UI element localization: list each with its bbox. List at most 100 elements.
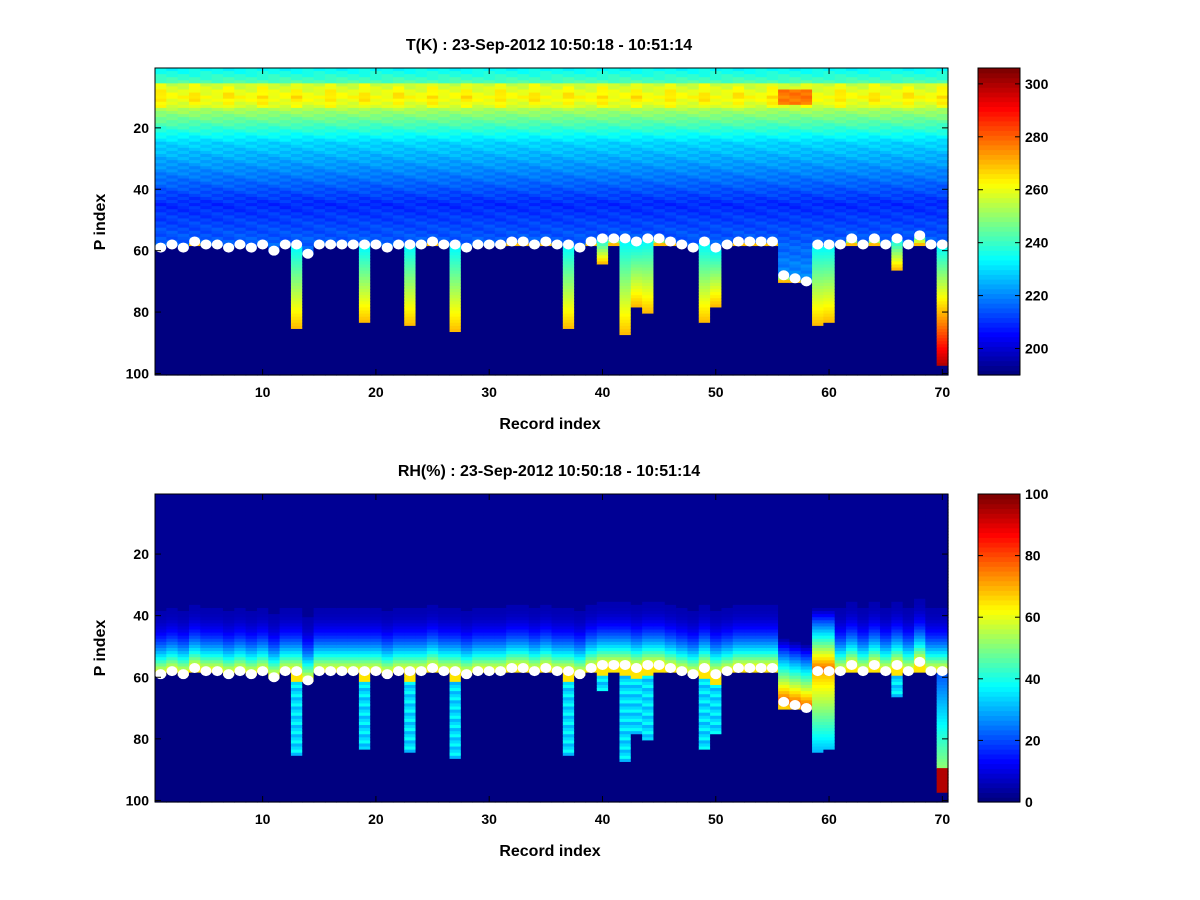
heatmap-cell xyxy=(528,187,541,192)
heatmap-cell xyxy=(234,196,247,201)
heatmap-cell xyxy=(528,224,541,229)
heatmap-cell xyxy=(347,203,360,207)
heatmap-cell xyxy=(234,276,247,281)
heatmap-cell xyxy=(528,362,541,367)
heatmap-cell xyxy=(256,172,269,177)
heatmap-cell xyxy=(347,86,360,91)
heatmap-cell xyxy=(302,313,315,318)
heatmap-cell xyxy=(517,163,530,167)
heatmap-cell xyxy=(358,129,371,134)
heatmap-cell xyxy=(188,353,201,358)
heatmap-cell xyxy=(426,203,439,207)
heatmap-cell xyxy=(336,261,349,266)
heatmap-cell xyxy=(211,71,224,75)
heatmap-cell xyxy=(449,172,462,177)
heatmap-cell xyxy=(324,270,337,275)
heatmap-cell xyxy=(426,104,439,109)
heatmap-cell xyxy=(551,98,564,103)
heatmap-cell xyxy=(562,153,575,158)
heatmap-cell xyxy=(381,353,394,358)
heatmap-cell xyxy=(290,144,303,149)
heatmap-cell xyxy=(324,292,337,296)
heatmap-cell xyxy=(268,169,281,173)
heatmap-cell xyxy=(268,190,281,195)
heatmap-cell xyxy=(585,230,598,235)
heatmap-cell xyxy=(460,264,473,269)
heatmap-cell xyxy=(155,307,167,312)
heatmap-cell xyxy=(551,273,564,278)
heatmap-cell xyxy=(336,169,349,173)
heatmap-cell xyxy=(404,169,417,173)
heatmap-cell xyxy=(472,212,485,216)
heatmap-cell xyxy=(245,264,258,269)
heatmap-cell xyxy=(483,362,496,367)
heatmap-cell xyxy=(347,101,360,106)
heatmap-cell xyxy=(177,350,190,355)
heatmap-cell xyxy=(381,169,394,173)
heatmap-cell xyxy=(551,129,564,134)
heatmap-cell xyxy=(234,332,247,336)
heatmap-cell xyxy=(245,289,258,293)
heatmap-cell xyxy=(222,371,235,376)
heatmap-cell xyxy=(449,282,462,287)
heatmap-cell xyxy=(200,356,213,361)
heatmap-cell xyxy=(177,123,190,127)
heatmap-cell xyxy=(358,126,371,130)
heatmap-cell xyxy=(426,230,439,235)
heatmap-cell xyxy=(585,120,598,124)
heatmap-cell xyxy=(245,230,258,235)
heatmap-cell xyxy=(290,89,303,94)
heatmap-cell xyxy=(392,187,405,192)
heatmap-cell xyxy=(517,233,530,238)
heatmap-cell xyxy=(290,135,303,140)
heatmap-cell xyxy=(324,209,337,213)
heatmap-cell xyxy=(268,313,281,318)
heatmap-cell xyxy=(540,356,553,361)
heatmap-cell xyxy=(222,212,235,216)
heatmap-cell xyxy=(506,325,519,330)
heatmap-cell xyxy=(438,347,451,352)
heatmap-cell xyxy=(200,295,213,299)
heatmap-cell xyxy=(268,193,281,198)
heatmap-cell xyxy=(268,344,281,348)
heatmap-cell xyxy=(449,304,462,309)
heatmap-cell xyxy=(279,181,292,186)
heatmap-cell xyxy=(211,163,224,167)
heatmap-cell xyxy=(302,332,315,336)
heatmap-cell xyxy=(234,74,247,78)
heatmap-cell xyxy=(562,126,575,130)
heatmap-cell xyxy=(449,285,462,290)
heatmap-cell xyxy=(517,270,530,275)
heatmap-cell xyxy=(415,264,428,269)
heatmap-cell xyxy=(324,310,337,315)
heatmap-cell xyxy=(585,129,598,134)
heatmap-cell xyxy=(155,368,167,373)
heatmap-cell xyxy=(358,77,371,81)
heatmap-cell xyxy=(404,236,417,241)
heatmap-cell xyxy=(438,328,451,333)
heatmap-cell xyxy=(528,153,541,158)
heatmap-cell xyxy=(562,95,575,100)
heatmap-cell xyxy=(596,141,609,146)
heatmap-cell xyxy=(404,307,417,312)
heatmap-cell xyxy=(404,301,417,305)
heatmap-cell xyxy=(494,307,507,312)
heatmap-cell xyxy=(302,316,315,321)
heatmap-cell xyxy=(483,279,496,284)
heatmap-cell xyxy=(506,356,519,361)
heatmap-cell xyxy=(551,341,564,345)
heatmap-cell xyxy=(234,292,247,296)
heatmap-cell xyxy=(234,319,247,324)
heatmap-cell xyxy=(404,295,417,299)
heatmap-cell xyxy=(415,83,428,88)
heatmap-cell xyxy=(155,135,167,140)
heatmap-cell xyxy=(245,313,258,318)
heatmap-cell xyxy=(177,160,190,164)
heatmap-cell xyxy=(483,107,496,112)
heatmap-cell xyxy=(347,129,360,134)
heatmap-cell xyxy=(245,144,258,149)
heatmap-cell xyxy=(506,270,519,275)
heatmap-cell xyxy=(438,92,451,97)
heatmap-cell xyxy=(336,350,349,355)
heatmap-cell xyxy=(177,310,190,315)
